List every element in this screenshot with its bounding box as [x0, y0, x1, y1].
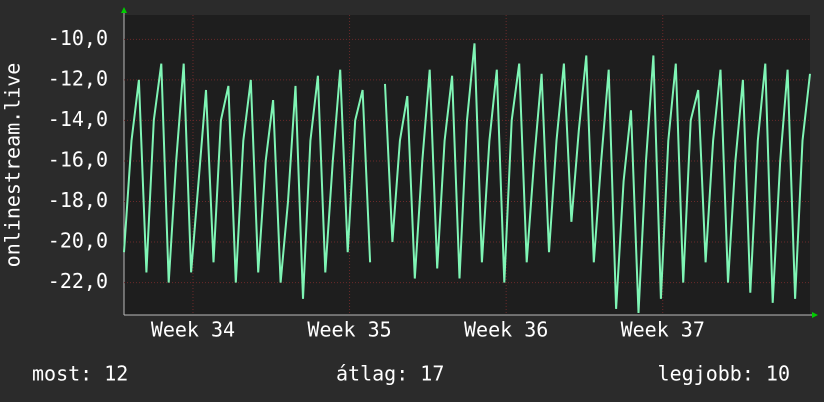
y-tick-label: -16,0 [48, 147, 108, 171]
stat-current: most: 12 [32, 362, 128, 386]
y-tick-label: -22,0 [48, 269, 108, 293]
data-line [123, 43, 811, 314]
x-tick-label: Week 35 [307, 318, 391, 342]
stat-average: átlag: 17 [336, 362, 444, 386]
plot-area [124, 15, 810, 315]
axis-arrow [812, 312, 818, 318]
x-tick-label: Week 34 [151, 318, 235, 342]
x-tick-label: Week 37 [621, 318, 705, 342]
axis-arrow [121, 7, 127, 13]
x-tick-label: Week 36 [464, 318, 548, 342]
y-axis-label: onlinestream.live [1, 63, 25, 268]
y-tick-label: -14,0 [48, 107, 108, 131]
stat-best: legjobb: 10 [658, 362, 790, 386]
y-tick-label: -10,0 [48, 26, 108, 50]
y-tick-label: -20,0 [48, 229, 108, 253]
y-tick-label: -12,0 [48, 66, 108, 90]
y-tick-label: -18,0 [48, 188, 108, 212]
